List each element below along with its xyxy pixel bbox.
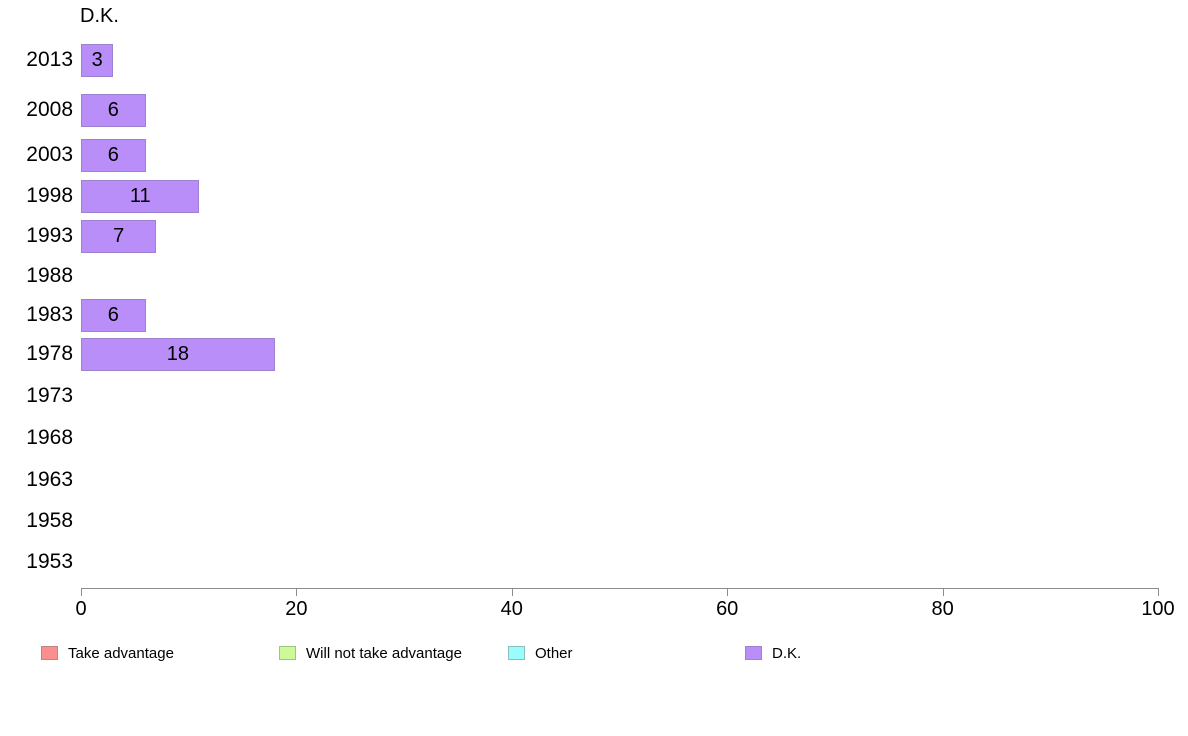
x-tick-label-60: 60 (716, 598, 739, 620)
category-label-1988: 1988 (26, 264, 73, 287)
legend-label-d-k: D.K. (772, 644, 802, 662)
category-label-1963: 1963 (26, 468, 73, 491)
bar-2013: 3 (81, 43, 114, 77)
legend-item-other: Other (508, 644, 573, 662)
x-tick-label-0: 0 (75, 598, 87, 620)
x-tick-mark-80 (942, 588, 944, 596)
x-tick-label-100: 100 (1141, 598, 1175, 620)
category-label-1953: 1953 (26, 550, 73, 573)
category-label-1983: 1983 (26, 303, 73, 326)
category-label-2008: 2008 (26, 98, 73, 121)
bar-value-label-1978: 18 (166, 342, 190, 365)
legend-label-will-not-take-advantage: Will not take advantage (306, 644, 462, 662)
bar-1978: 18 (81, 337, 275, 371)
legend-label-other: Other (535, 644, 573, 662)
x-tick-mark-100 (1158, 588, 1159, 596)
legend-swatch-other (508, 646, 525, 660)
category-label-1958: 1958 (26, 509, 73, 532)
bar-value-label-2008: 6 (107, 98, 119, 121)
legend-item-take-advantage: Take advantage (41, 644, 174, 662)
bar-value-label-2003: 6 (107, 143, 119, 166)
bar-2003: 6 (81, 138, 146, 172)
legend-swatch-take-advantage (41, 646, 58, 660)
x-tick-mark-60 (727, 588, 729, 596)
category-label-2013: 2013 (26, 48, 73, 71)
bar-1993: 7 (81, 219, 157, 253)
x-tick-label-20: 20 (285, 598, 308, 620)
category-label-1978: 1978 (26, 342, 73, 365)
category-label-2003: 2003 (26, 143, 73, 166)
category-label-1993: 1993 (26, 224, 73, 247)
bar-value-label-2013: 3 (91, 48, 103, 71)
x-axis-line (81, 588, 1158, 589)
legend-label-take-advantage: Take advantage (68, 644, 174, 662)
x-tick-mark-0 (81, 588, 82, 596)
x-tick-mark-40 (511, 588, 513, 596)
category-label-1973: 1973 (26, 384, 73, 407)
bar-value-label-1983: 6 (107, 303, 119, 326)
bar-2008: 6 (81, 93, 146, 127)
legend-item-will-not-take-advantage: Will not take advantage (279, 644, 462, 662)
x-tick-label-40: 40 (500, 598, 523, 620)
bar-1983: 6 (81, 298, 146, 332)
bar-1998: 11 (81, 179, 200, 213)
category-label-1998: 1998 (26, 184, 73, 207)
bar-value-label-1993: 7 (113, 224, 125, 247)
x-tick-mark-20 (296, 588, 298, 596)
category-label-1968: 1968 (26, 426, 73, 449)
chart-title: D.K. (80, 5, 119, 27)
legend-swatch-will-not-take-advantage (279, 646, 296, 660)
legend-swatch-d-k (745, 646, 762, 660)
x-tick-label-80: 80 (931, 598, 954, 620)
legend-item-d-k: D.K. (745, 644, 801, 662)
bar-value-label-1998: 11 (129, 184, 151, 207)
